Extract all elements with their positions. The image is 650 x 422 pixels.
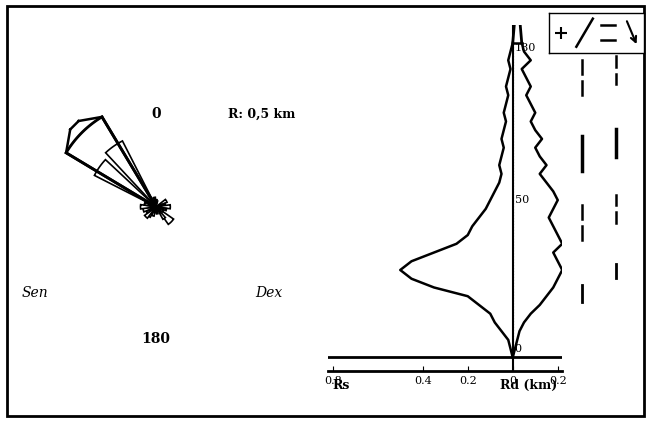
Text: R: 0,5 km: R: 0,5 km bbox=[227, 108, 295, 121]
Polygon shape bbox=[94, 160, 156, 207]
Text: 180: 180 bbox=[142, 332, 170, 346]
Polygon shape bbox=[156, 207, 174, 225]
Text: 50: 50 bbox=[515, 195, 529, 205]
Text: Rs: Rs bbox=[333, 379, 350, 392]
Polygon shape bbox=[105, 141, 156, 207]
Polygon shape bbox=[156, 207, 166, 211]
Polygon shape bbox=[155, 207, 157, 213]
Polygon shape bbox=[148, 207, 156, 217]
Polygon shape bbox=[153, 197, 156, 207]
Polygon shape bbox=[140, 205, 156, 209]
Polygon shape bbox=[143, 207, 156, 212]
Polygon shape bbox=[151, 207, 156, 216]
Polygon shape bbox=[66, 117, 156, 207]
Polygon shape bbox=[156, 207, 164, 212]
Polygon shape bbox=[155, 200, 157, 207]
Polygon shape bbox=[144, 203, 156, 207]
Text: Rd (km): Rd (km) bbox=[500, 379, 558, 392]
Text: 0: 0 bbox=[151, 107, 161, 121]
Text: Dex: Dex bbox=[255, 286, 283, 300]
Text: Sen: Sen bbox=[21, 286, 47, 300]
Polygon shape bbox=[144, 207, 156, 218]
Polygon shape bbox=[156, 203, 165, 207]
Polygon shape bbox=[156, 205, 170, 209]
Text: 180: 180 bbox=[515, 43, 536, 53]
Polygon shape bbox=[156, 207, 165, 219]
Text: 0: 0 bbox=[515, 344, 522, 354]
Polygon shape bbox=[156, 207, 158, 214]
Polygon shape bbox=[156, 200, 167, 207]
Polygon shape bbox=[146, 207, 156, 213]
Polygon shape bbox=[156, 201, 158, 207]
